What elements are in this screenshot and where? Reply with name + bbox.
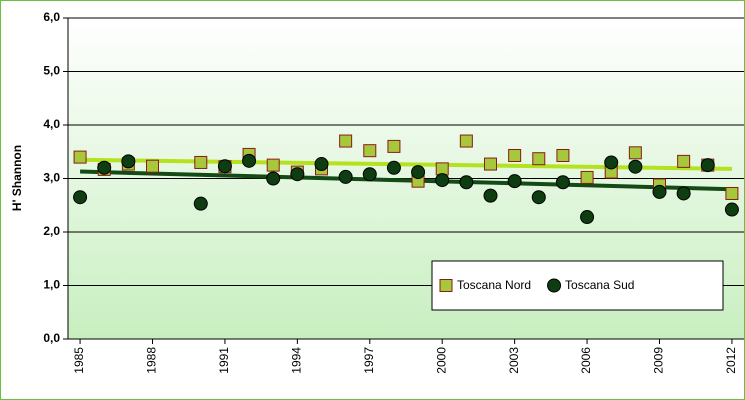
point [508, 148, 522, 162]
point [73, 150, 87, 164]
y-tick-label: 1,0 [43, 278, 60, 292]
y-axis-label: H' Shannon [10, 145, 24, 211]
point [724, 202, 739, 217]
point [193, 196, 208, 211]
point [97, 160, 112, 175]
point [628, 146, 642, 160]
point [507, 174, 522, 189]
legend-box [431, 260, 724, 311]
y-tick-label: 5,0 [43, 64, 60, 78]
point [386, 160, 401, 175]
trend-line [80, 169, 732, 192]
trend-line [80, 157, 732, 171]
point [314, 157, 329, 172]
point [700, 158, 715, 173]
point [290, 167, 305, 182]
point [73, 190, 88, 205]
y-tick-label: 6,0 [43, 10, 60, 24]
x-tick-label: 1994 [290, 347, 304, 374]
point [146, 159, 159, 173]
legend-label: Toscana Sud [565, 278, 634, 292]
point [387, 139, 401, 153]
point [339, 134, 353, 148]
legend-marker [439, 279, 453, 292]
x-tick-label: 2006 [579, 347, 593, 374]
point [483, 188, 498, 203]
point [363, 144, 377, 158]
y-tick-label: 0,0 [43, 331, 60, 345]
point [217, 159, 232, 174]
point [628, 159, 643, 174]
point [362, 167, 377, 182]
x-tick-label: 2012 [724, 347, 738, 374]
point [411, 165, 426, 180]
point [652, 184, 667, 199]
x-tick-label: 2003 [507, 347, 521, 374]
point [435, 162, 449, 176]
x-tick-label: 2009 [652, 347, 666, 374]
point [676, 186, 691, 201]
legend-marker [547, 278, 562, 293]
x-tick-label: 1997 [362, 347, 376, 374]
point [556, 148, 570, 162]
point [604, 155, 619, 170]
point [531, 190, 546, 205]
point [266, 171, 281, 186]
x-tick-label: 1991 [217, 347, 231, 374]
point [459, 134, 473, 148]
point [121, 154, 136, 169]
x-tick-label: 1988 [145, 347, 159, 374]
point [242, 153, 257, 168]
x-tick-label: 1985 [72, 347, 86, 374]
point [266, 158, 280, 172]
point [532, 152, 546, 166]
point [194, 155, 208, 169]
point [338, 169, 353, 184]
y-tick-label: 3,0 [43, 171, 60, 185]
point [459, 175, 474, 190]
point [580, 170, 594, 184]
point [677, 154, 691, 168]
point [725, 186, 739, 200]
legend-label: Toscana Nord [457, 278, 531, 292]
y-tick-label: 4,0 [43, 117, 60, 131]
y-tick-label: 2,0 [43, 224, 60, 238]
x-tick-label: 2000 [434, 347, 448, 374]
point [484, 157, 497, 171]
point [435, 173, 450, 188]
point [580, 210, 595, 225]
point [555, 175, 570, 190]
